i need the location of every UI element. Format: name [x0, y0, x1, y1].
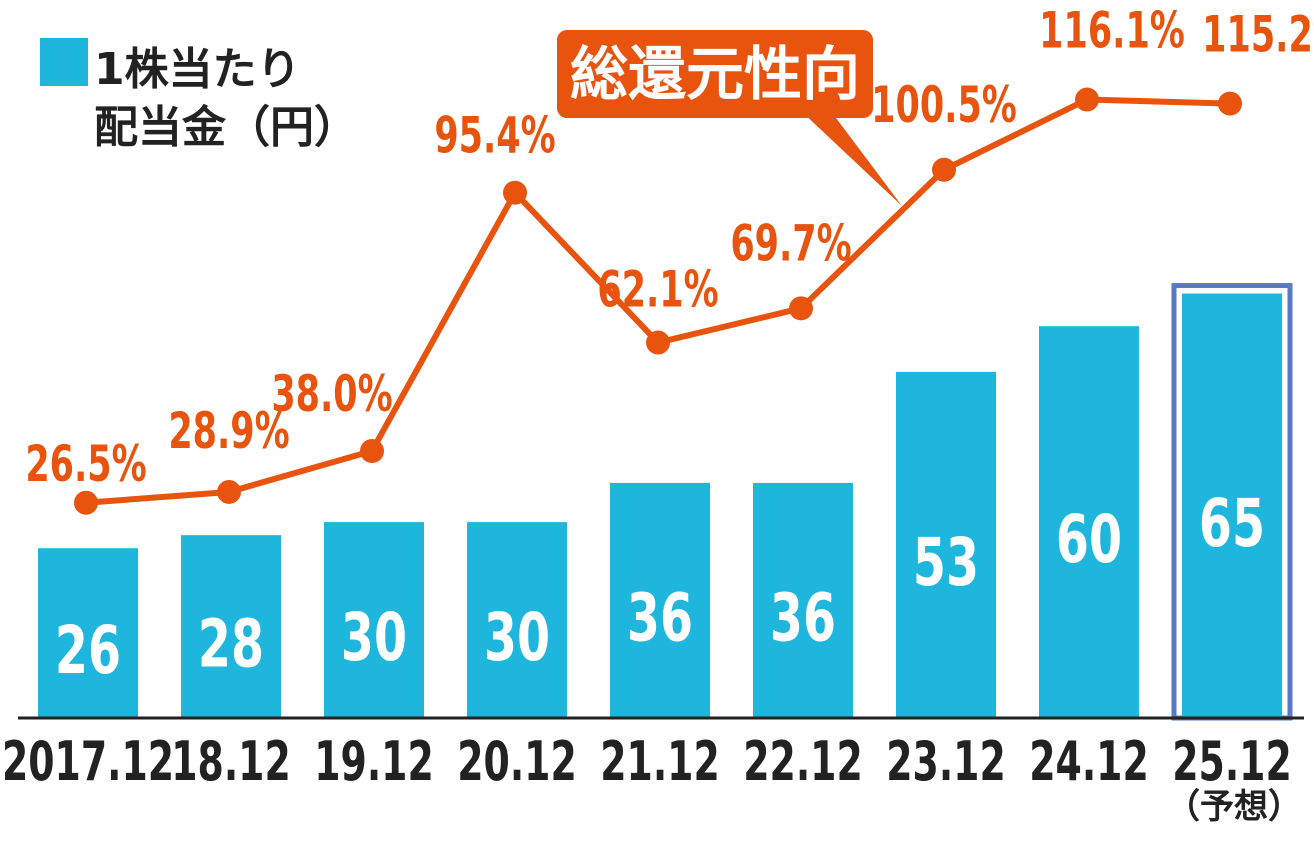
line-value-label: 38.0%	[271, 366, 392, 424]
bar-value-label: 36	[627, 580, 693, 657]
x-tick-label: 21.12	[600, 730, 720, 793]
bar-22.12	[753, 482, 853, 718]
x-tick-label: 23.12	[886, 730, 1006, 793]
legend-label-line2: 配当金（円）	[94, 102, 358, 153]
bar-value-label: 30	[484, 599, 550, 676]
line-value-label: 28.9%	[168, 403, 289, 461]
bar-value-label: 60	[1056, 501, 1122, 578]
callout: 総還元性向	[557, 30, 902, 206]
x-tick-label: 22.12	[743, 730, 863, 793]
bar-23.12	[896, 371, 996, 718]
line-point-20.12	[503, 180, 527, 205]
line-value-label: 62.1%	[597, 261, 718, 319]
line-point-2017.12	[74, 490, 98, 515]
bar-25.12	[1182, 293, 1282, 718]
bar-21.12	[610, 482, 710, 718]
line-point-22.12	[789, 296, 813, 321]
bar-value-label: 30	[341, 599, 407, 676]
line-point-25.12	[1218, 91, 1242, 116]
bar-2017.12	[38, 548, 138, 718]
line-value-label: 95.4%	[434, 108, 555, 166]
x-tick-label: 25.12	[1172, 730, 1292, 793]
x-tick-label: 18.12	[171, 730, 291, 793]
callout-label: 総還元性向	[570, 40, 860, 108]
line-value-label: 116.1%	[1039, 2, 1185, 60]
callout-box	[557, 30, 873, 118]
line-layer: 26.5% 28.9%38.0% 95.4% 62.1%69.7% 100.5% 116.…	[25, 2, 1314, 515]
bar-24.12	[1039, 326, 1139, 718]
line-point-21.12	[646, 330, 670, 355]
bar-value-label: 26	[55, 612, 121, 689]
legend: 1株当たり 配当金（円）	[40, 38, 358, 153]
legend-label-line1: 1株当たり	[94, 44, 301, 95]
line-point-23.12	[932, 157, 956, 182]
bar-20.12	[467, 522, 567, 718]
bar-18.12	[181, 535, 281, 718]
line-point-24.12	[1075, 87, 1099, 112]
line-value-label: 69.7%	[730, 215, 851, 273]
bar-19.12	[324, 522, 424, 718]
x-tick-note: （予想）	[1166, 787, 1302, 827]
bar-value-label: 65	[1199, 485, 1265, 562]
bar-value-label: 36	[770, 580, 836, 657]
x-tick-label: 2017.12	[2, 730, 174, 793]
line-value-label: 100.5%	[871, 77, 1017, 135]
bars-layer: 26 28 30 30 36 36 53 60 65	[38, 283, 1293, 721]
callout-tail	[800, 110, 902, 206]
line-value-label: 115.2%	[1202, 6, 1314, 64]
x-tick-label: 19.12	[314, 730, 434, 793]
bar-value-label: 53	[913, 524, 979, 601]
x-tick-label: 20.12	[457, 730, 577, 793]
line-value-label: 26.5%	[25, 436, 146, 494]
legend-swatch	[40, 38, 88, 86]
line-point-19.12	[360, 439, 384, 463]
line-point-18.12	[217, 479, 241, 504]
x-tick-label: 24.12	[1029, 730, 1149, 793]
bar-value-label: 28	[198, 606, 264, 683]
